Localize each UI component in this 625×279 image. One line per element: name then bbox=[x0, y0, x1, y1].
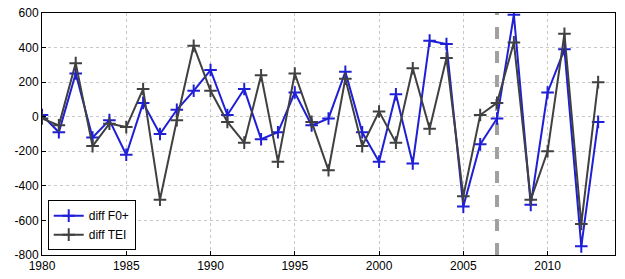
svg-text:2000: 2000 bbox=[366, 259, 393, 273]
svg-text:diff F0+: diff F0+ bbox=[89, 209, 129, 223]
svg-text:1995: 1995 bbox=[281, 259, 308, 273]
svg-text:1990: 1990 bbox=[197, 259, 224, 273]
svg-text:1980: 1980 bbox=[29, 259, 56, 273]
svg-text:diff TEI: diff TEI bbox=[89, 228, 127, 242]
svg-text:-600: -600 bbox=[15, 214, 39, 228]
svg-text:1985: 1985 bbox=[113, 259, 140, 273]
svg-text:0: 0 bbox=[32, 110, 39, 124]
svg-text:2005: 2005 bbox=[450, 259, 477, 273]
svg-text:400: 400 bbox=[19, 41, 39, 55]
svg-text:200: 200 bbox=[19, 75, 39, 89]
svg-text:-400: -400 bbox=[15, 179, 39, 193]
svg-text:2010: 2010 bbox=[534, 259, 561, 273]
svg-text:-200: -200 bbox=[15, 144, 39, 158]
svg-text:-800: -800 bbox=[15, 248, 39, 262]
svg-text:600: 600 bbox=[19, 6, 39, 20]
